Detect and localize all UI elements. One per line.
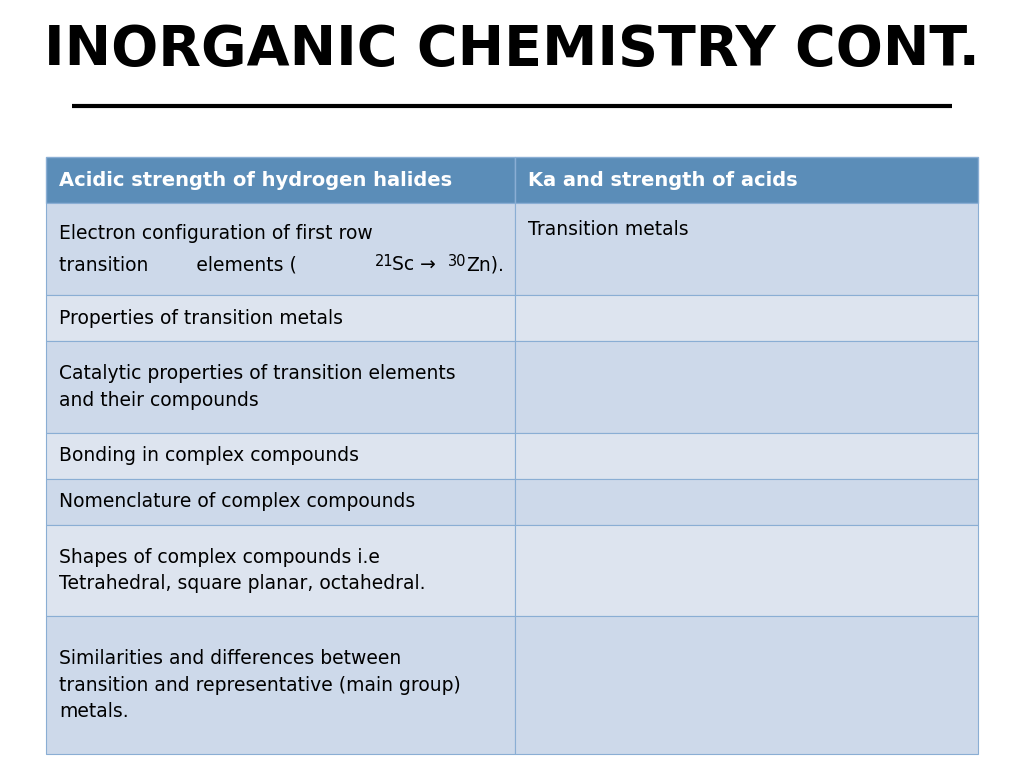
Bar <box>46 525 515 617</box>
Text: INORGANIC CHEMISTRY CONT.: INORGANIC CHEMISTRY CONT. <box>44 23 980 77</box>
Text: Nomenclature of complex compounds: Nomenclature of complex compounds <box>59 492 416 511</box>
Bar <box>515 617 978 754</box>
Bar <box>46 478 515 525</box>
Bar <box>515 204 978 295</box>
Bar <box>515 433 978 478</box>
Text: Ka and strength of acids: Ka and strength of acids <box>528 171 798 190</box>
Bar <box>46 433 515 478</box>
Bar <box>515 478 978 525</box>
Bar <box>46 204 515 295</box>
Text: Bonding in complex compounds: Bonding in complex compounds <box>59 446 359 465</box>
Text: 21: 21 <box>375 253 393 269</box>
Bar <box>46 157 515 204</box>
Text: Shapes of complex compounds i.e
Tetrahedral, square planar, octahedral.: Shapes of complex compounds i.e Tetrahed… <box>59 548 426 594</box>
Bar <box>515 525 978 617</box>
Text: Acidic strength of hydrogen halides: Acidic strength of hydrogen halides <box>59 171 453 190</box>
Bar <box>515 341 978 433</box>
Text: transition        elements (: transition elements ( <box>59 255 297 274</box>
Bar <box>46 617 515 754</box>
Text: 30: 30 <box>449 253 467 269</box>
Bar <box>46 341 515 433</box>
Text: Zn).: Zn). <box>466 255 504 274</box>
Text: Sc →: Sc → <box>392 255 441 274</box>
Text: Properties of transition metals: Properties of transition metals <box>59 309 343 328</box>
Bar <box>46 295 515 341</box>
Text: Catalytic properties of transition elements
and their compounds: Catalytic properties of transition eleme… <box>59 364 456 409</box>
Bar <box>515 295 978 341</box>
Text: Similarities and differences between
transition and representative (main group)
: Similarities and differences between tra… <box>59 649 461 721</box>
Bar <box>515 157 978 204</box>
Text: Electron configuration of first row: Electron configuration of first row <box>59 224 373 243</box>
Text: Transition metals: Transition metals <box>528 220 689 239</box>
